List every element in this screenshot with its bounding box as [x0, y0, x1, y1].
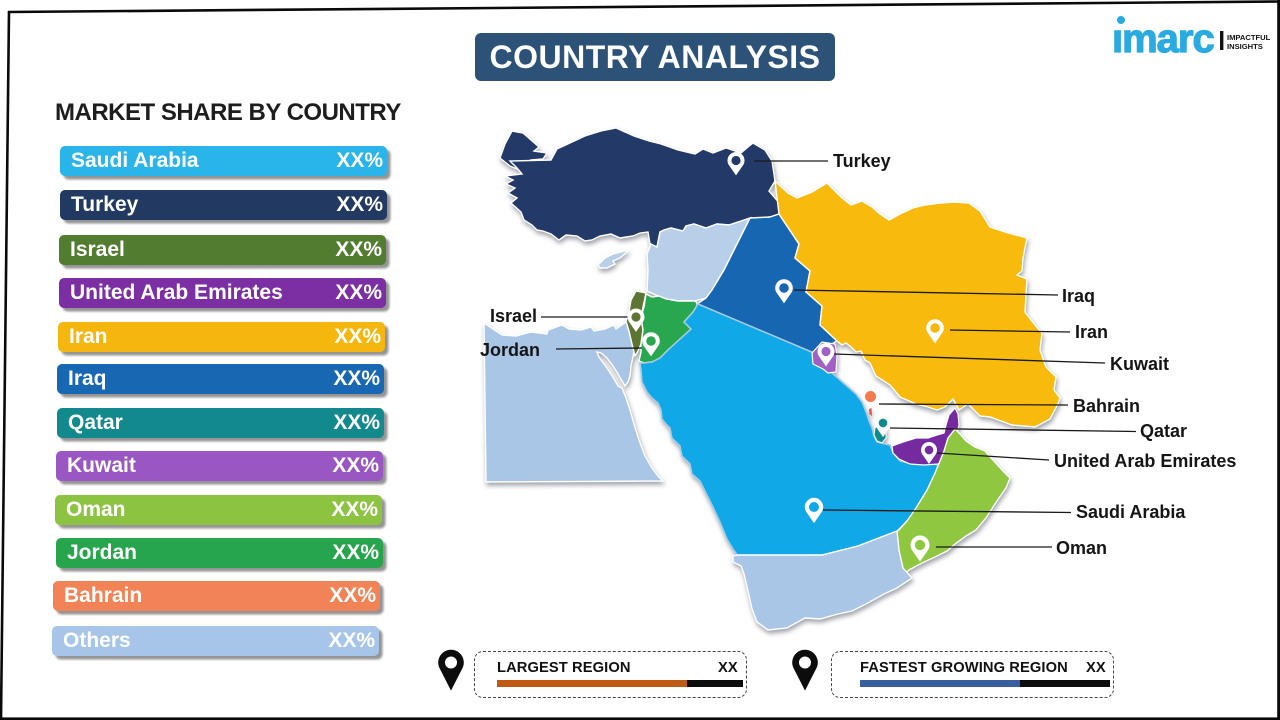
svg-text:Jordan: Jordan: [480, 340, 540, 360]
svg-text:IMPACTFUL: IMPACTFUL: [1227, 33, 1270, 42]
svg-text:Oman: Oman: [1056, 538, 1107, 558]
svg-text:Iraq: Iraq: [1062, 286, 1095, 306]
svg-text:INSIGHTS: INSIGHTS: [1227, 42, 1263, 51]
svg-text:Bahrain: Bahrain: [1073, 396, 1140, 416]
svg-text:Kuwait: Kuwait: [1110, 354, 1169, 374]
svg-text:United Arab Emirates: United Arab Emirates: [1054, 451, 1236, 471]
svg-text:ımarc: ımarc: [1112, 17, 1214, 60]
svg-text:Iran: Iran: [1075, 322, 1108, 342]
svg-text:Saudi Arabia: Saudi Arabia: [1076, 502, 1186, 522]
svg-text:Qatar: Qatar: [1140, 421, 1187, 441]
svg-text:Israel: Israel: [490, 306, 537, 326]
svg-text:Turkey: Turkey: [833, 151, 891, 171]
